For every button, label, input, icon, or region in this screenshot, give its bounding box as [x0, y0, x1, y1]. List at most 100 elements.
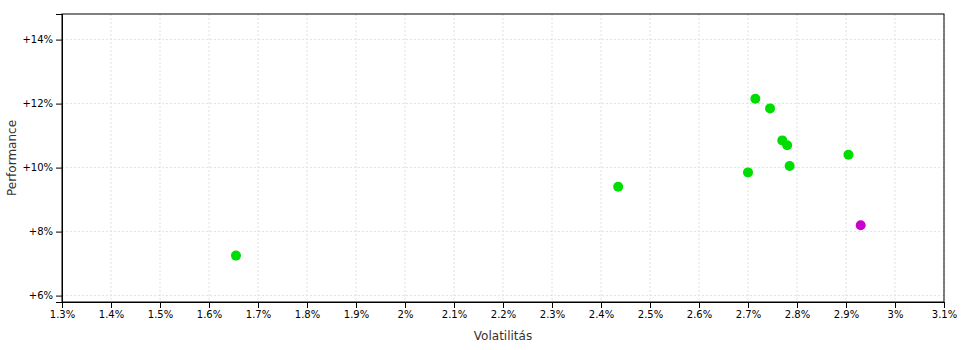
point: [785, 161, 795, 171]
y-tick-mark: [56, 296, 62, 297]
x-tick-mark: [503, 302, 504, 308]
series: [231, 94, 854, 261]
x-tick-mark: [307, 302, 308, 308]
x-tick-label: 1.5%: [148, 309, 173, 320]
x-tick: 1.9%: [344, 302, 369, 320]
x-tick-mark: [944, 302, 945, 308]
x-tick: 1.5%: [148, 302, 173, 320]
y-tick: +14%: [22, 34, 62, 45]
plot-frame: [62, 14, 944, 302]
x-grid-line: [307, 14, 308, 302]
x-tick: 2.3%: [540, 302, 565, 320]
y-grid-line: [62, 231, 944, 232]
point: [743, 167, 753, 177]
y-tick: +10%: [22, 162, 62, 173]
x-tick: 2.2%: [491, 302, 516, 320]
y-tick-mark: [56, 232, 62, 233]
x-tick-mark: [748, 302, 749, 308]
x-tick-mark: [405, 302, 406, 308]
x-tick: 2.1%: [442, 302, 467, 320]
y-tick-mark: [56, 168, 62, 169]
y-axis: +6% +8% +10% +12% +14%: [22, 15, 62, 303]
x-tick-mark: [160, 302, 161, 308]
x-tick-label: 3%: [888, 309, 904, 320]
y-tick: +6%: [29, 290, 62, 301]
x-tick: 2.8%: [785, 302, 810, 320]
x-tick: 2.9%: [834, 302, 859, 320]
x-grid-line: [356, 14, 357, 302]
x-axis: 1.3% 1.4% 1.5% 1.6% 1.7% 1.8% 1.9% 2% 2.1% 2.2% 2.…: [50, 302, 957, 320]
x-tick-label: 1.8%: [295, 309, 320, 320]
y-axis-title: Performance: [5, 120, 19, 196]
x-tick-label: 1.7%: [246, 309, 271, 320]
x-tick-mark: [258, 302, 259, 308]
point: [231, 251, 241, 261]
x-tick-label: 2.8%: [785, 309, 810, 320]
x-tick-label: 2.7%: [736, 309, 761, 320]
y-tick: +12%: [22, 98, 62, 109]
point: [856, 220, 866, 230]
x-tick: 1.7%: [246, 302, 271, 320]
y-grid-line: [62, 39, 944, 40]
x-tick: 1.8%: [295, 302, 320, 320]
point: [843, 150, 853, 160]
y-tick-mark: [56, 104, 62, 105]
x-grid-line: [405, 14, 406, 302]
x-tick-label: 1.6%: [197, 309, 222, 320]
x-axis-title: Volatilitás: [474, 329, 532, 343]
x-tick: 1.4%: [99, 302, 124, 320]
point: [782, 140, 792, 150]
x-tick: 1.6%: [197, 302, 222, 320]
x-tick-label: 2.3%: [540, 309, 565, 320]
x-tick-mark: [209, 302, 210, 308]
x-tick-mark: [552, 302, 553, 308]
x-tick-mark: [356, 302, 357, 308]
point: [613, 182, 623, 192]
point: [750, 94, 760, 104]
y-tick-mark: [56, 40, 62, 41]
x-tick: 1.3%: [50, 302, 75, 320]
x-grid-line: [209, 14, 210, 302]
x-tick-mark: [454, 302, 455, 308]
x-tick-label: 1.3%: [50, 309, 75, 320]
x-grid-line: [503, 14, 504, 302]
y-grid-line: [62, 103, 944, 104]
x-grid-line: [601, 14, 602, 302]
x-tick-mark: [699, 302, 700, 308]
y-grid-line: [62, 295, 944, 296]
x-tick-mark: [111, 302, 112, 308]
y-tick-label: +6%: [29, 290, 53, 301]
x-tick-mark: [895, 302, 896, 308]
y-tick-label: +12%: [22, 98, 53, 109]
x-tick-mark: [601, 302, 602, 308]
x-tick-mark: [797, 302, 798, 308]
x-grid-line: [797, 14, 798, 302]
x-axis-line: [63, 303, 945, 309]
x-tick-label: 2.4%: [589, 309, 614, 320]
x-tick-label: 2.9%: [834, 309, 859, 320]
x-grid-line: [552, 14, 553, 302]
x-tick-label: 1.9%: [344, 309, 369, 320]
y-axis-line: [56, 15, 63, 303]
x-tick-label: 2%: [398, 309, 414, 320]
y-tick-label: +14%: [22, 34, 53, 45]
x-tick: 2.7%: [736, 302, 761, 320]
x-tick: 2%: [398, 302, 414, 320]
x-tick: 2.4%: [589, 302, 614, 320]
x-grid-line: [748, 14, 749, 302]
x-tick: 3%: [888, 302, 904, 320]
y-tick-label: +8%: [29, 226, 53, 237]
x-tick-mark: [650, 302, 651, 308]
x-tick: 3.1%: [932, 302, 957, 320]
x-grid-line: [650, 14, 651, 302]
x-tick-mark: [846, 302, 847, 308]
x-tick-label: 1.4%: [99, 309, 124, 320]
chart: 1.3% 1.4% 1.5% 1.6% 1.7% 1.8% 1.9% 2% 2.1% 2.2% 2.…: [0, 0, 966, 350]
y-tick-label: +10%: [22, 162, 53, 173]
x-tick: 2.6%: [687, 302, 712, 320]
x-grid-line: [454, 14, 455, 302]
x-grid-line: [258, 14, 259, 302]
y-tick: +8%: [29, 226, 62, 237]
x-grid-line: [111, 14, 112, 302]
x-grid-line: [895, 14, 896, 302]
